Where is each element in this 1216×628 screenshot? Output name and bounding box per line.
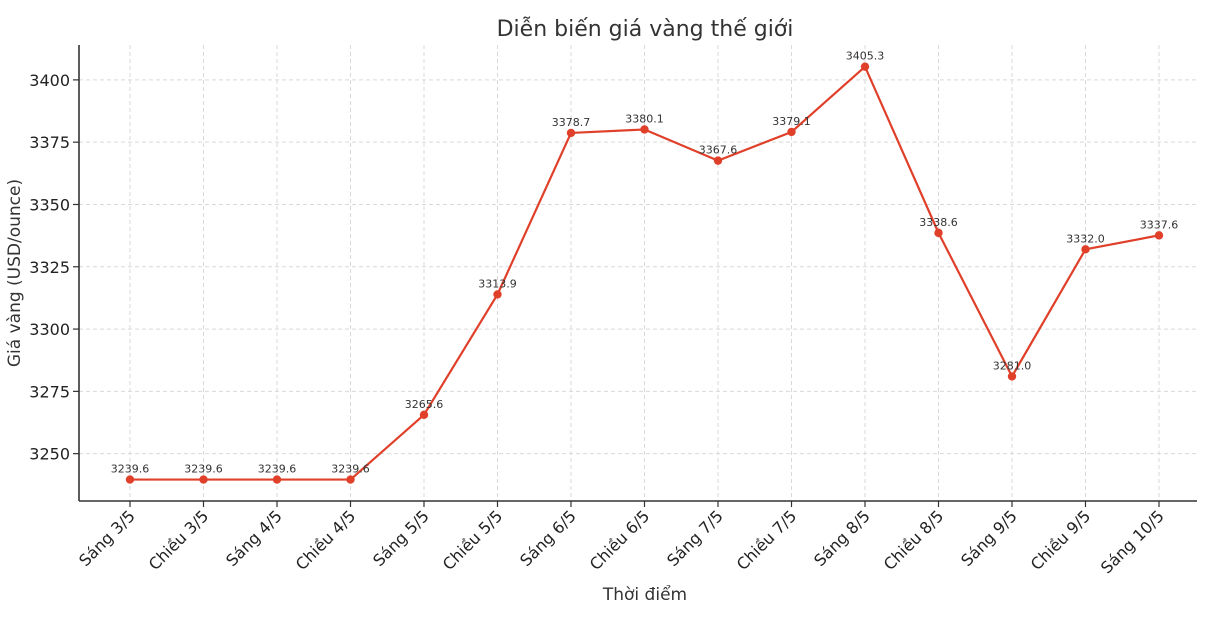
data-point: [199, 475, 208, 484]
x-tick-label: Sáng 9/5: [957, 506, 1021, 570]
data-label: 3239.6: [111, 463, 150, 476]
x-tick-label: Sáng 6/5: [516, 506, 580, 570]
data-point: [419, 410, 429, 419]
data-label: 3281.0: [993, 359, 1032, 372]
data-point: [566, 128, 576, 138]
data-label: 3380.1: [625, 112, 664, 125]
data-point: [1007, 372, 1017, 381]
x-tick-label: Chiều 7/5: [733, 506, 801, 574]
y-tick-label: 3250: [29, 445, 70, 464]
data-point: [640, 125, 649, 134]
y-tick-label: 3400: [29, 71, 70, 90]
data-label: 3378.7: [552, 116, 591, 129]
series-layer: [125, 62, 1164, 484]
x-axis-label: Thời điểm: [602, 584, 687, 605]
data-point: [934, 228, 943, 238]
x-tick-label: Sáng 5/5: [369, 506, 433, 570]
data-label: 3367.6: [699, 144, 738, 157]
data-label: 3239.6: [184, 463, 223, 476]
x-tick-label: Chiều 3/5: [145, 506, 213, 574]
data-label: 3337.6: [1140, 218, 1179, 231]
data-point: [346, 475, 355, 484]
data-labels: 3239.6 3239.6 3239.6 3239.6 3265.6 3313.9 3378…: [111, 50, 1179, 476]
data-label: 3379.1: [772, 115, 811, 128]
data-point: [1154, 231, 1164, 240]
data-point: [272, 475, 282, 484]
x-tick-label: Sáng 10/5: [1097, 506, 1168, 577]
x-tick-label: Chiều 6/5: [586, 506, 654, 574]
grid-lines: [79, 45, 1197, 501]
y-tick-label: 3300: [29, 320, 70, 339]
data-label: 3405.3: [846, 50, 885, 63]
x-tick-label: Chiều 8/5: [880, 506, 948, 574]
data-point: [493, 290, 502, 299]
y-axis-label: Giá vàng (USD/ounce): [5, 179, 25, 367]
data-label: 3265.6: [405, 398, 444, 411]
y-tick-label: 3325: [29, 258, 70, 277]
data-point: [787, 127, 796, 137]
x-tick-label: Sáng 4/5: [222, 506, 286, 570]
y-tick-label: 3350: [29, 195, 70, 214]
data-point: [860, 62, 870, 71]
data-label: 3332.0: [1066, 232, 1105, 245]
data-point: [713, 156, 723, 165]
data-label: 3239.6: [331, 463, 370, 476]
data-point: [1081, 245, 1090, 254]
data-label: 3338.6: [919, 216, 958, 229]
x-tick-label: Chiều 5/5: [439, 506, 507, 574]
data-point: [125, 475, 135, 484]
x-tick-label: Chiều 4/5: [292, 506, 360, 574]
data-label: 3313.9: [478, 277, 517, 290]
x-tick-label: Sáng 7/5: [663, 506, 727, 570]
x-tick-label: Chiều 9/5: [1027, 506, 1095, 574]
y-tick-label: 3275: [29, 382, 70, 401]
x-tick-label: Sáng 8/5: [810, 506, 874, 570]
y-tick-label: 3375: [29, 133, 70, 152]
chart-title: Diễn biến giá vàng thế giới: [497, 16, 794, 42]
x-tick-label: Sáng 3/5: [75, 506, 139, 570]
data-label: 3239.6: [258, 463, 297, 476]
